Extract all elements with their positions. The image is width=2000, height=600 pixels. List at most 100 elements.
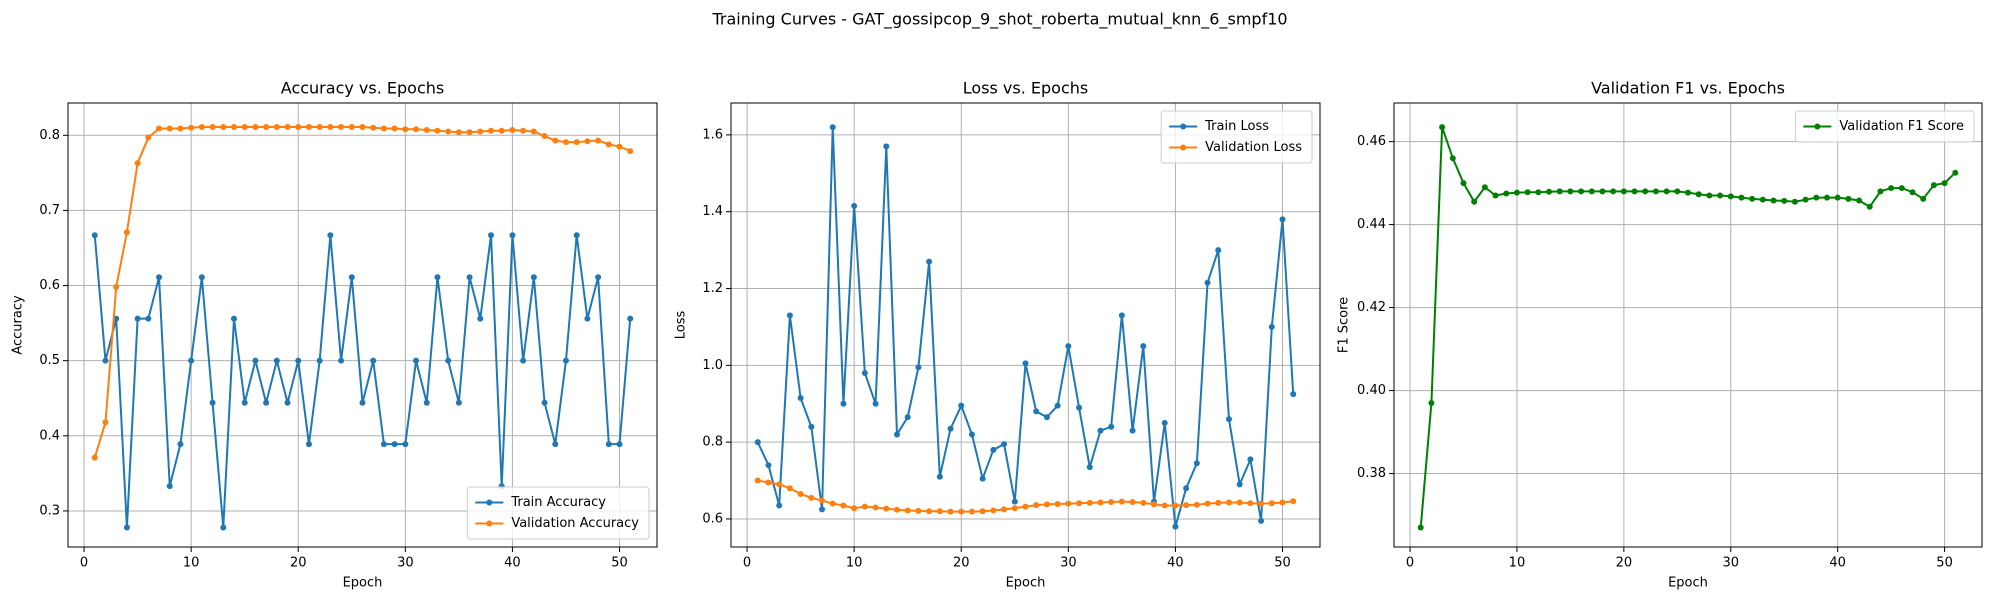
data-point xyxy=(1428,400,1435,407)
data-point xyxy=(1215,499,1222,506)
data-point xyxy=(584,138,591,145)
x-axis-label: Epoch xyxy=(1668,576,1708,591)
data-point xyxy=(177,125,184,132)
data-point xyxy=(102,357,109,364)
data-point xyxy=(1161,419,1168,426)
data-point xyxy=(1791,198,1798,205)
x-tick-label: 50 xyxy=(611,556,628,571)
data-point xyxy=(177,441,184,448)
x-tick-label: 20 xyxy=(1616,556,1633,571)
data-point xyxy=(423,127,430,134)
x-tick-label: 20 xyxy=(953,556,970,571)
data-point xyxy=(1118,312,1125,319)
data-point xyxy=(1909,189,1916,196)
data-point xyxy=(134,315,141,322)
data-point xyxy=(915,507,922,514)
data-point xyxy=(1118,498,1125,505)
data-point xyxy=(1247,456,1254,463)
data-point xyxy=(123,229,130,236)
data-point xyxy=(1781,197,1788,204)
subplot-title: Loss vs. Epochs xyxy=(963,79,1088,98)
data-point xyxy=(808,494,815,501)
data-point xyxy=(765,462,772,469)
data-point xyxy=(241,399,248,406)
data-point xyxy=(819,506,826,513)
legend-marker xyxy=(1180,123,1187,130)
data-point xyxy=(1172,523,1179,530)
legend-box xyxy=(1794,110,1975,143)
data-point xyxy=(1952,169,1959,176)
data-point xyxy=(584,315,591,322)
data-point xyxy=(1888,185,1895,192)
axes-frame xyxy=(67,102,658,548)
data-point xyxy=(1268,500,1275,507)
data-point xyxy=(1802,196,1809,203)
data-point xyxy=(273,124,280,131)
data-point xyxy=(295,124,302,131)
y-tick-label: 1.0 xyxy=(702,358,723,373)
y-tick-label: 0.8 xyxy=(39,128,60,143)
x-tick-label: 40 xyxy=(1829,556,1846,571)
data-point xyxy=(305,124,312,131)
data-point xyxy=(402,126,409,133)
data-point xyxy=(1417,524,1424,531)
data-point xyxy=(1599,188,1606,195)
data-point xyxy=(1898,185,1905,192)
legend: Train Loss Validation Loss xyxy=(1160,110,1313,164)
data-point xyxy=(1097,499,1104,506)
data-point xyxy=(1247,500,1254,507)
data-point xyxy=(861,370,868,377)
data-point xyxy=(498,127,505,134)
axes-frame xyxy=(730,102,1321,548)
axes-frame xyxy=(1393,102,1983,548)
data-point xyxy=(91,454,98,461)
data-point xyxy=(883,143,890,150)
x-tick-label: 0 xyxy=(743,556,751,571)
data-point xyxy=(338,357,345,364)
data-point xyxy=(797,490,804,497)
data-point xyxy=(113,284,120,291)
data-point xyxy=(958,508,965,515)
data-point xyxy=(1108,499,1115,506)
data-point xyxy=(520,127,527,134)
data-point xyxy=(915,364,922,371)
data-point xyxy=(904,414,911,421)
legend-marker xyxy=(486,499,493,506)
data-point xyxy=(338,124,345,131)
x-tick-label: 20 xyxy=(290,556,307,571)
y-axis-label: Accuracy xyxy=(11,295,26,355)
data-point xyxy=(786,312,793,319)
data-point xyxy=(1258,517,1265,524)
data-point xyxy=(466,129,473,136)
data-point xyxy=(1279,216,1286,223)
data-point xyxy=(1258,500,1265,507)
y-tick-label: 0.6 xyxy=(702,511,723,526)
data-point xyxy=(1706,192,1713,199)
data-point xyxy=(1877,188,1884,195)
data-point xyxy=(861,503,868,510)
data-point xyxy=(616,441,623,448)
data-point xyxy=(1759,196,1766,203)
data-point xyxy=(402,441,409,448)
data-point xyxy=(359,399,366,406)
data-point xyxy=(348,124,355,131)
data-point xyxy=(765,479,772,486)
data-point xyxy=(893,506,900,513)
data-point xyxy=(605,441,612,448)
data-point xyxy=(968,508,975,515)
y-tick-label: 0.8 xyxy=(702,435,723,450)
data-point xyxy=(776,502,783,509)
data-point xyxy=(434,274,441,281)
data-point xyxy=(883,505,890,512)
data-point xyxy=(541,133,548,140)
data-point xyxy=(188,124,195,131)
data-point xyxy=(263,124,270,131)
y-tick-label: 0.5 xyxy=(39,353,60,368)
y-tick-label: 0.6 xyxy=(39,278,60,293)
legend-box xyxy=(466,486,650,540)
data-point xyxy=(1236,481,1243,488)
data-point xyxy=(1225,416,1232,423)
data-point xyxy=(284,124,291,131)
data-point xyxy=(316,124,323,131)
data-point xyxy=(1492,192,1499,199)
